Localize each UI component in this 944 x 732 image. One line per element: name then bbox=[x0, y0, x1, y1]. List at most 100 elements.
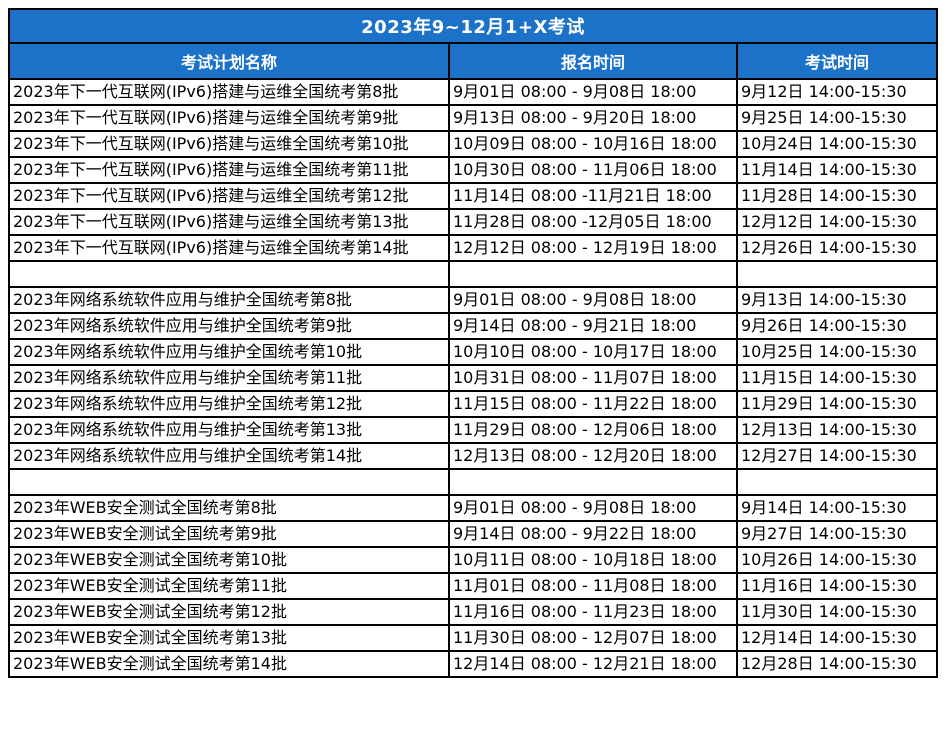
exam-plan-name-cell: 2023年WEB安全测试全国统考第13批 bbox=[8, 624, 450, 652]
column-header-registration-time: 报名时间 bbox=[448, 42, 738, 80]
exam-time-cell: 12月14日 14:00-15:30 bbox=[735, 624, 939, 652]
exam-time-cell: 10月25日 14:00-15:30 bbox=[735, 338, 939, 366]
exam-plan-name-cell: 2023年网络系统软件应用与维护全国统考第8批 bbox=[8, 286, 450, 314]
exam-plan-name-cell: 2023年网络系统软件应用与维护全国统考第13批 bbox=[8, 416, 450, 444]
registration-time-cell: 10月10日 08:00 - 10月17日 18:00 bbox=[448, 338, 738, 366]
exam-plan-name-cell: 2023年网络系统软件应用与维护全国统考第11批 bbox=[8, 364, 450, 392]
registration-time-cell: 10月30日 08:00 - 11月06日 18:00 bbox=[448, 156, 738, 184]
exam-plan-name-cell: 2023年下一代互联网(IPv6)搭建与运维全国统考第13批 bbox=[8, 208, 450, 236]
registration-time-cell: 12月14日 08:00 - 12月21日 18:00 bbox=[448, 650, 738, 678]
empty-cell bbox=[448, 260, 738, 288]
registration-time-cell: 10月31日 08:00 - 11月07日 18:00 bbox=[448, 364, 738, 392]
registration-time-cell: 12月12日 08:00 - 12月19日 18:00 bbox=[448, 234, 738, 262]
registration-time-cell: 9月01日 08:00 - 9月08日 18:00 bbox=[448, 78, 738, 106]
table-row: 2023年网络系统软件应用与维护全国统考第11批 10月31日 08:00 - 1… bbox=[8, 364, 939, 392]
registration-time-cell: 9月14日 08:00 - 9月21日 18:00 bbox=[448, 312, 738, 340]
exam-plan-name-cell: 2023年WEB安全测试全国统考第10批 bbox=[8, 546, 450, 574]
table-title-row: 2023年9~12月1+X考试 bbox=[7, 8, 939, 44]
exam-time-cell: 9月26日 14:00-15:30 bbox=[735, 312, 939, 340]
exam-plan-name-cell: 2023年下一代互联网(IPv6)搭建与运维全国统考第14批 bbox=[8, 234, 450, 262]
exam-time-cell: 10月24日 14:00-15:30 bbox=[735, 130, 939, 158]
table-row: 2023年WEB安全测试全国统考第9批 9月14日 08:00 - 9月22日 1… bbox=[8, 520, 939, 548]
exam-time-cell: 12月28日 14:00-15:30 bbox=[735, 650, 939, 678]
table-row: 2023年网络系统软件应用与维护全国统考第12批 11月15日 08:00 - 1… bbox=[8, 390, 939, 418]
exam-plan-name-cell: 2023年WEB安全测试全国统考第11批 bbox=[8, 572, 450, 600]
table-row: 2023年网络系统软件应用与维护全国统考第10批 10月10日 08:00 - 1… bbox=[8, 338, 939, 366]
exam-plan-name-cell: 2023年网络系统软件应用与维护全国统考第12批 bbox=[8, 390, 450, 418]
table-row: 2023年下一代互联网(IPv6)搭建与运维全国统考第14批 12月12日 08:… bbox=[8, 234, 939, 262]
registration-time-cell: 11月14日 08:00 -11月21日 18:00 bbox=[448, 182, 738, 210]
exam-time-cell: 9月12日 14:00-15:30 bbox=[735, 78, 939, 106]
registration-time-cell: 10月11日 08:00 - 10月18日 18:00 bbox=[448, 546, 738, 574]
table-row: 2023年WEB安全测试全国统考第10批 10月11日 08:00 - 10月18… bbox=[8, 546, 939, 574]
registration-time-cell: 11月01日 08:00 - 11月08日 18:00 bbox=[448, 572, 738, 600]
exam-plan-name-cell: 2023年下一代互联网(IPv6)搭建与运维全国统考第8批 bbox=[8, 78, 450, 106]
exam-plan-name-cell: 2023年下一代互联网(IPv6)搭建与运维全国统考第12批 bbox=[8, 182, 450, 210]
exam-plan-name-cell: 2023年网络系统软件应用与维护全国统考第10批 bbox=[8, 338, 450, 366]
empty-cell bbox=[448, 468, 738, 496]
exam-time-cell: 11月16日 14:00-15:30 bbox=[735, 572, 939, 600]
table-row: 2023年网络系统软件应用与维护全国统考第13批 11月29日 08:00 - 1… bbox=[8, 416, 939, 444]
exam-plan-name-cell: 2023年网络系统软件应用与维护全国统考第14批 bbox=[8, 442, 450, 470]
exam-time-cell: 9月13日 14:00-15:30 bbox=[735, 286, 939, 314]
exam-time-cell: 11月15日 14:00-15:30 bbox=[735, 364, 939, 392]
exam-time-cell: 11月30日 14:00-15:30 bbox=[735, 598, 939, 626]
table-row: 2023年网络系统软件应用与维护全国统考第9批 9月14日 08:00 - 9月2… bbox=[8, 312, 939, 340]
separator-row bbox=[8, 468, 939, 496]
exam-plan-name-cell: 2023年下一代互联网(IPv6)搭建与运维全国统考第10批 bbox=[8, 130, 450, 158]
table-row: 2023年网络系统软件应用与维护全国统考第14批 12月13日 08:00 - 1… bbox=[8, 442, 939, 470]
exam-time-cell: 9月25日 14:00-15:30 bbox=[735, 104, 939, 132]
table-row: 2023年下一代互联网(IPv6)搭建与运维全国统考第9批 9月13日 08:00… bbox=[8, 104, 939, 132]
registration-time-cell: 9月01日 08:00 - 9月08日 18:00 bbox=[448, 494, 738, 522]
separator-row bbox=[8, 260, 939, 288]
exam-time-cell: 12月26日 14:00-15:30 bbox=[735, 234, 939, 262]
table-row: 2023年下一代互联网(IPv6)搭建与运维全国统考第10批 10月09日 08:… bbox=[8, 130, 939, 158]
table-row: 2023年下一代互联网(IPv6)搭建与运维全国统考第12批 11月14日 08:… bbox=[8, 182, 939, 210]
table-row: 2023年WEB安全测试全国统考第14批 12月14日 08:00 - 12月21… bbox=[8, 650, 939, 678]
exam-time-cell: 12月27日 14:00-15:30 bbox=[735, 442, 939, 470]
registration-time-cell: 10月09日 08:00 - 10月16日 18:00 bbox=[448, 130, 738, 158]
exam-time-cell: 10月26日 14:00-15:30 bbox=[735, 546, 939, 574]
table-row: 2023年下一代互联网(IPv6)搭建与运维全国统考第8批 9月01日 08:00… bbox=[8, 78, 939, 106]
table-row: 2023年WEB安全测试全国统考第12批 11月16日 08:00 - 11月23… bbox=[8, 598, 939, 626]
table-row: 2023年下一代互联网(IPv6)搭建与运维全国统考第13批 11月28日 08:… bbox=[8, 208, 939, 236]
exam-time-cell: 12月13日 14:00-15:30 bbox=[735, 416, 939, 444]
exam-plan-name-cell: 2023年WEB安全测试全国统考第9批 bbox=[8, 520, 450, 548]
table-row: 2023年WEB安全测试全国统考第11批 11月01日 08:00 - 11月08… bbox=[8, 572, 939, 600]
page-container: 2023年9~12月1+X考试 考试计划名称 报名时间 考试时间 2023年下一… bbox=[7, 8, 939, 678]
column-header-exam-plan-name: 考试计划名称 bbox=[8, 42, 450, 80]
registration-time-cell: 9月13日 08:00 - 9月20日 18:00 bbox=[448, 104, 738, 132]
exam-time-cell: 11月14日 14:00-15:30 bbox=[735, 156, 939, 184]
exam-schedule-table: 2023年9~12月1+X考试 考试计划名称 报名时间 考试时间 2023年下一… bbox=[7, 8, 939, 678]
exam-time-cell: 11月29日 14:00-15:30 bbox=[735, 390, 939, 418]
exam-time-cell: 12月12日 14:00-15:30 bbox=[735, 208, 939, 236]
empty-cell bbox=[8, 260, 450, 288]
exam-plan-name-cell: 2023年网络系统软件应用与维护全国统考第9批 bbox=[8, 312, 450, 340]
column-header-row: 考试计划名称 报名时间 考试时间 bbox=[8, 42, 939, 80]
registration-time-cell: 11月16日 08:00 - 11月23日 18:00 bbox=[448, 598, 738, 626]
exam-time-cell: 11月28日 14:00-15:30 bbox=[735, 182, 939, 210]
table-title: 2023年9~12月1+X考试 bbox=[7, 8, 939, 44]
registration-time-cell: 11月28日 08:00 -12月05日 18:00 bbox=[448, 208, 738, 236]
empty-cell bbox=[735, 468, 939, 496]
registration-time-cell: 11月30日 08:00 - 12月07日 18:00 bbox=[448, 624, 738, 652]
exam-time-cell: 9月27日 14:00-15:30 bbox=[735, 520, 939, 548]
exam-plan-name-cell: 2023年WEB安全测试全国统考第12批 bbox=[8, 598, 450, 626]
registration-time-cell: 9月14日 08:00 - 9月22日 18:00 bbox=[448, 520, 738, 548]
table-row: 2023年WEB安全测试全国统考第13批 11月30日 08:00 - 12月07… bbox=[8, 624, 939, 652]
exam-plan-name-cell: 2023年下一代互联网(IPv6)搭建与运维全国统考第11批 bbox=[8, 156, 450, 184]
registration-time-cell: 9月01日 08:00 - 9月08日 18:00 bbox=[448, 286, 738, 314]
table-row: 2023年下一代互联网(IPv6)搭建与运维全国统考第11批 10月30日 08:… bbox=[8, 156, 939, 184]
table-row: 2023年WEB安全测试全国统考第8批 9月01日 08:00 - 9月08日 1… bbox=[8, 494, 939, 522]
registration-time-cell: 12月13日 08:00 - 12月20日 18:00 bbox=[448, 442, 738, 470]
registration-time-cell: 11月29日 08:00 - 12月06日 18:00 bbox=[448, 416, 738, 444]
column-header-exam-time: 考试时间 bbox=[735, 42, 939, 80]
empty-cell bbox=[8, 468, 450, 496]
exam-plan-name-cell: 2023年WEB安全测试全国统考第8批 bbox=[8, 494, 450, 522]
empty-cell bbox=[735, 260, 939, 288]
exam-plan-name-cell: 2023年WEB安全测试全国统考第14批 bbox=[8, 650, 450, 678]
registration-time-cell: 11月15日 08:00 - 11月22日 18:00 bbox=[448, 390, 738, 418]
exam-plan-name-cell: 2023年下一代互联网(IPv6)搭建与运维全国统考第9批 bbox=[8, 104, 450, 132]
table-row: 2023年网络系统软件应用与维护全国统考第8批 9月01日 08:00 - 9月0… bbox=[8, 286, 939, 314]
exam-time-cell: 9月14日 14:00-15:30 bbox=[735, 494, 939, 522]
